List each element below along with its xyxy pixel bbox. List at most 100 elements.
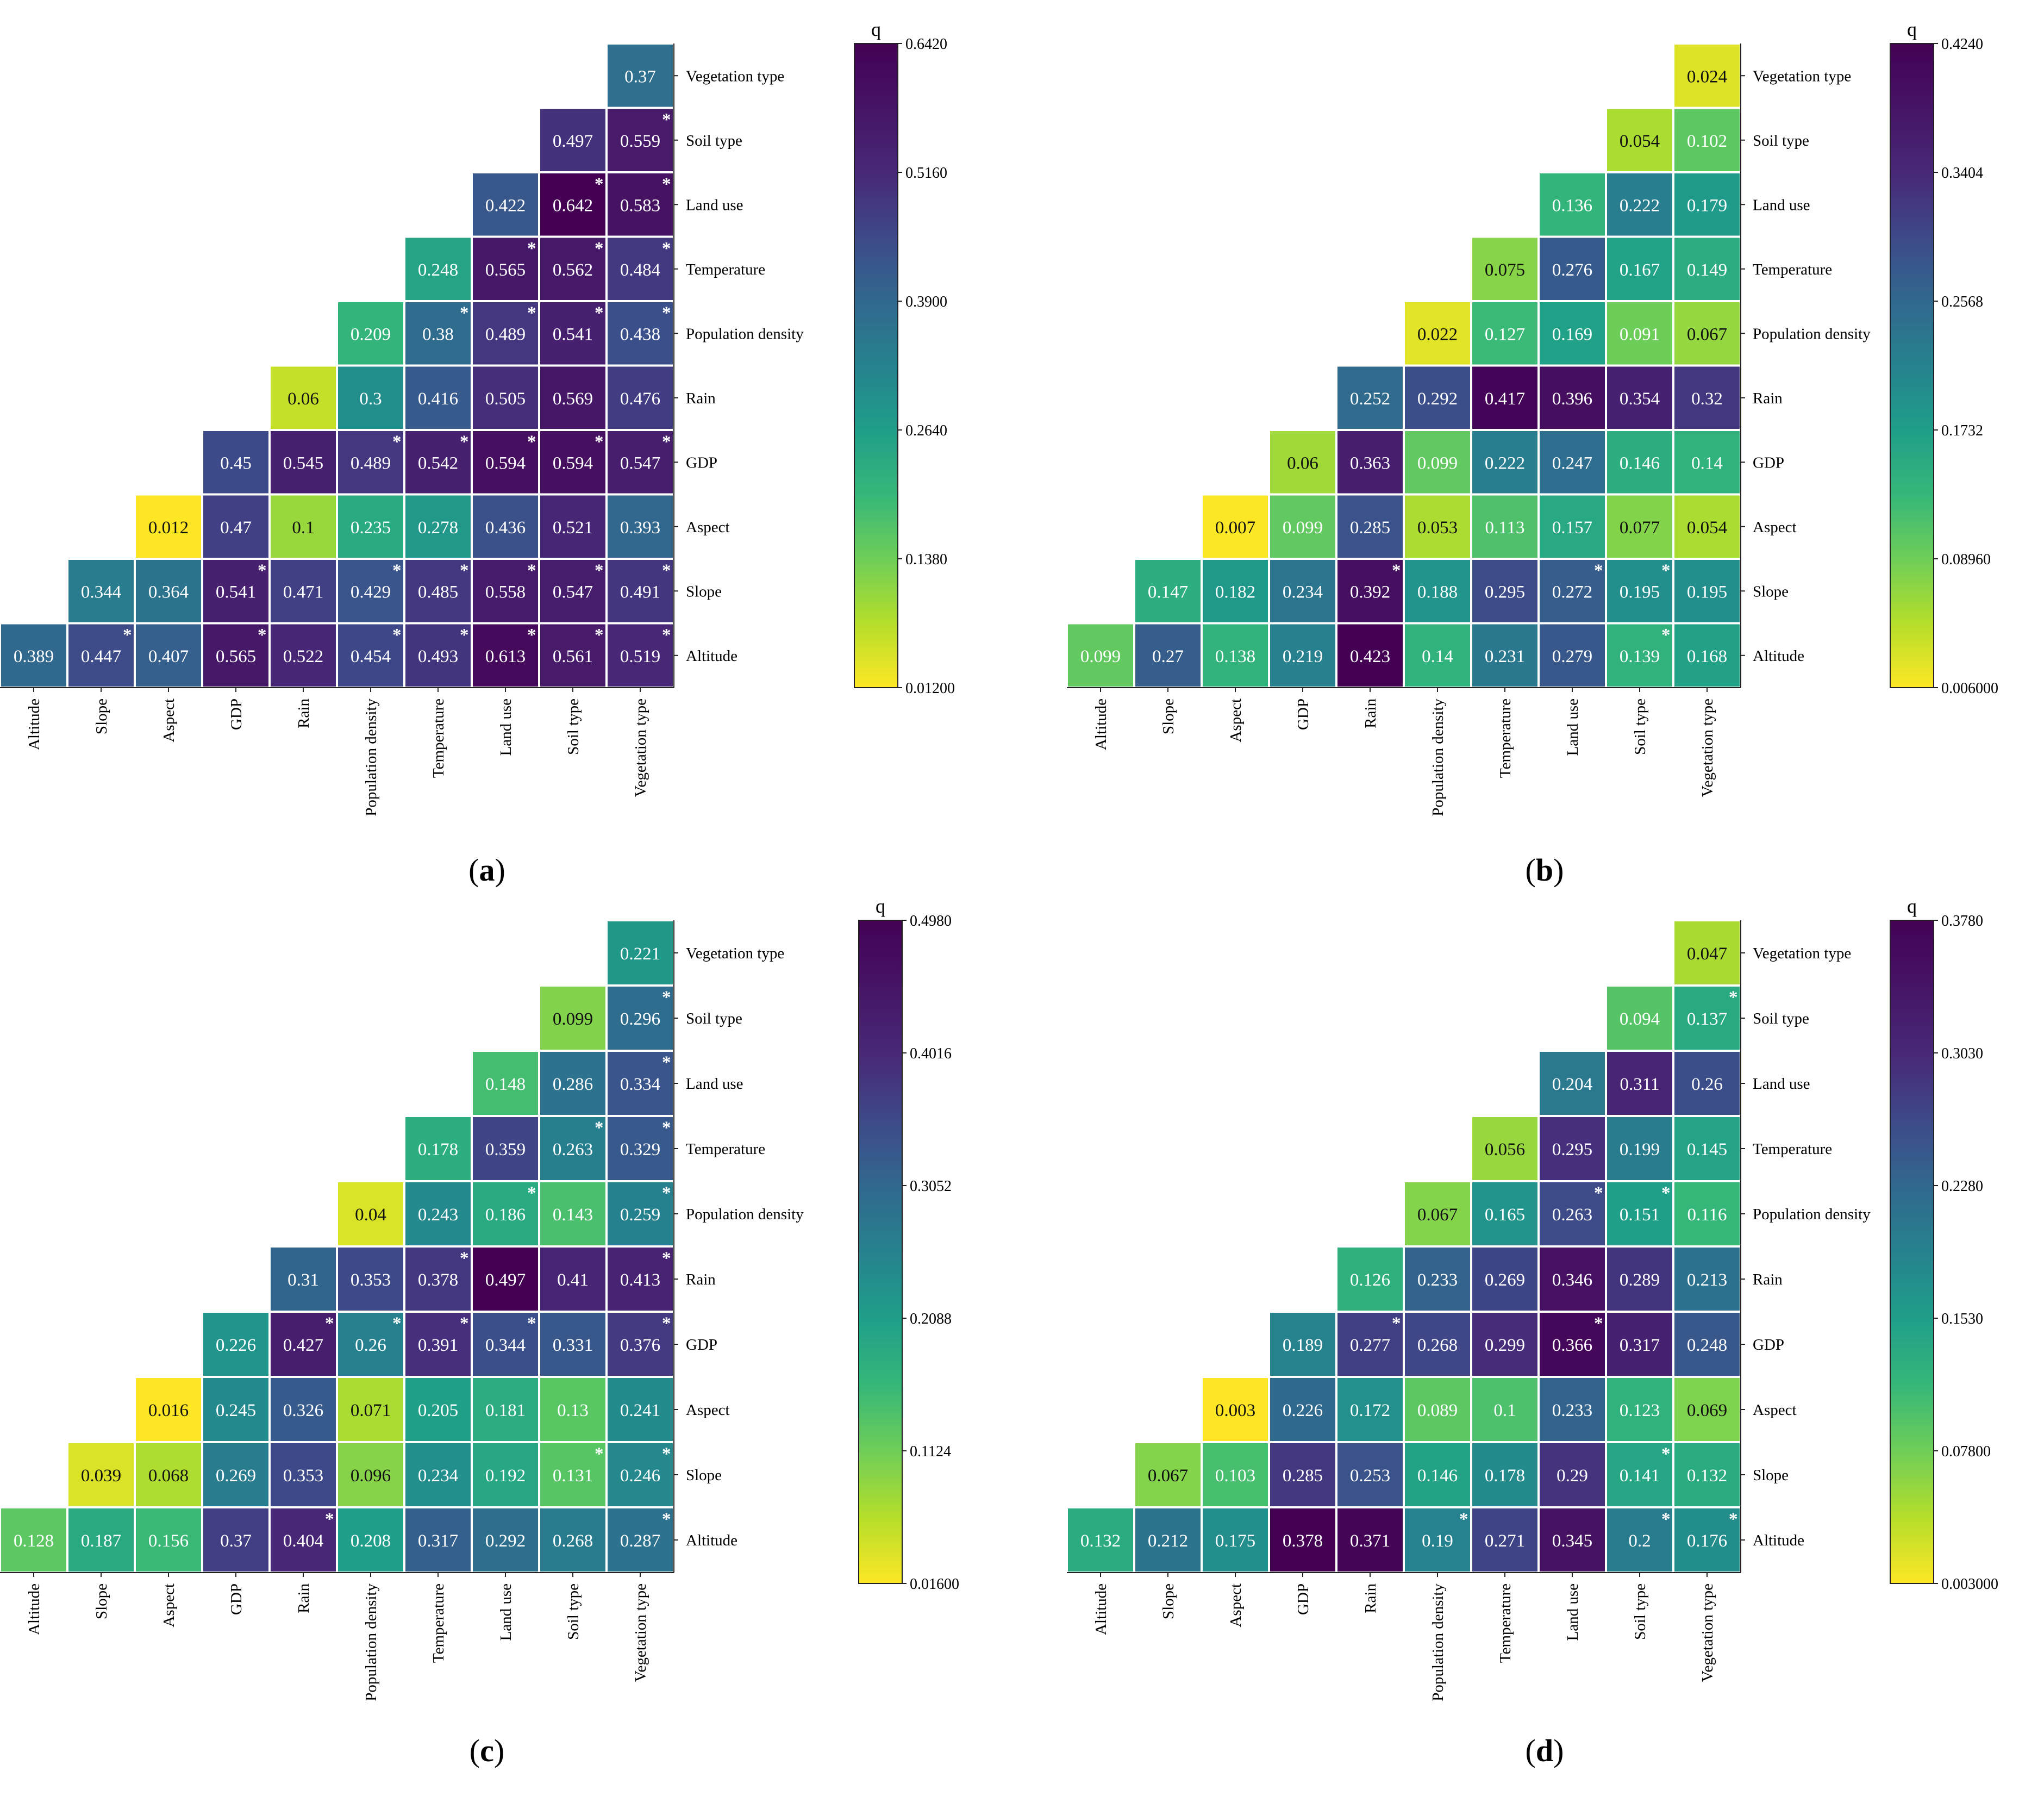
cell-value-label: 0.103: [1215, 1466, 1255, 1486]
heatmap-cell: [1405, 302, 1470, 365]
cell-value-label: 0.391: [418, 1336, 458, 1355]
heatmap-cell: [1337, 624, 1403, 687]
heatmap-cell: [1540, 1508, 1605, 1572]
cell-value-label: 0.38: [422, 325, 454, 344]
cell-value-label: 0.366: [1552, 1336, 1592, 1355]
heatmap-cell: [1270, 624, 1335, 687]
cell-value-label: 0.024: [1687, 67, 1727, 86]
x-tick-label-slope: Slope: [1160, 699, 1177, 734]
cell-value-label: 0.485: [418, 582, 458, 602]
cell-value-label: 0.47: [220, 518, 252, 538]
y-tick-label-population-density: Population density: [1753, 1206, 1871, 1223]
heatmap-cell: [271, 431, 336, 494]
cell-value-label: 0.3: [359, 389, 382, 409]
significance-star: *: [527, 561, 536, 581]
cell-value-label: 0.233: [1417, 1270, 1458, 1290]
significance-star: *: [460, 561, 469, 581]
heatmap-cell: [271, 1313, 336, 1376]
x-tick-label-vegetation-type: Vegetation type: [1699, 1583, 1716, 1682]
cell-value-label: 0.077: [1620, 518, 1660, 538]
cell-value-label: 0.569: [553, 389, 593, 409]
heatmap-cell: [540, 302, 605, 365]
cell-value-label: 0.189: [1283, 1336, 1323, 1355]
cell-value-label: 0.407: [148, 647, 189, 666]
cell-value-label: 0.363: [1350, 453, 1390, 473]
heatmap-cell: [608, 624, 673, 687]
x-tick-label-altitude: Altitude: [1092, 699, 1110, 750]
heatmap-cell: [1472, 238, 1537, 300]
x-tick-label-soil-type: Soil type: [565, 1583, 582, 1640]
cell-value-label: 0.195: [1687, 582, 1727, 602]
x-tick-label-gdp: GDP: [228, 699, 245, 730]
cell-value-label: 0.287: [620, 1531, 660, 1551]
panel-label-b: (b): [1526, 852, 1564, 888]
cell-value-label: 0.427: [283, 1336, 323, 1355]
cell-value-label: 0.182: [1215, 582, 1255, 602]
cell-value-label: 0.071: [351, 1401, 391, 1420]
cell-value-label: 0.276: [1552, 260, 1592, 280]
cell-value-label: 0.204: [1552, 1075, 1592, 1094]
cell-value-label: 0.226: [216, 1336, 256, 1355]
heatmap-cell: [1135, 1443, 1201, 1506]
cell-value-label: 0.136: [1552, 196, 1592, 215]
heatmap-cell: [473, 238, 538, 300]
heatmap-cell: [1337, 495, 1403, 558]
x-tick-label-vegetation-type: Vegetation type: [632, 699, 649, 797]
significance-star: *: [460, 1314, 469, 1333]
x-tick-label-slope: Slope: [93, 1583, 110, 1619]
heatmap-cell: [1472, 1117, 1537, 1180]
cell-value-label: 0.272: [1552, 582, 1592, 602]
heatmap-cell: [473, 366, 538, 429]
colorbar-tick-label: 0.4016: [910, 1045, 952, 1062]
heatmap-cell: [1337, 1508, 1403, 1572]
heatmap-cell: [1674, 366, 1740, 429]
y-tick-label-altitude: Altitude: [686, 647, 737, 665]
heatmap-cell: [338, 1508, 403, 1572]
heatmap-cell: [608, 560, 673, 622]
x-tick-label-temperature: Temperature: [1497, 699, 1514, 778]
heatmap-cell: [1674, 1182, 1740, 1245]
heatmap-cell: [608, 1378, 673, 1441]
x-tick-label-altitude: Altitude: [1092, 1583, 1110, 1635]
significance-star: *: [460, 1249, 469, 1268]
heatmap-cell: [473, 431, 538, 494]
colorbar-tick-label: 0.5160: [905, 165, 947, 182]
cell-value-label: 0.113: [1485, 518, 1524, 538]
significance-star: *: [392, 432, 402, 452]
cell-value-label: 0.146: [1620, 453, 1660, 473]
x-tick-label-temperature: Temperature: [430, 699, 447, 778]
heatmap-cell: [1135, 624, 1201, 687]
cell-value-label: 0.311: [1620, 1075, 1659, 1094]
cell-value-label: 0.176: [1687, 1531, 1727, 1551]
y-tick-label-rain: Rain: [1753, 390, 1783, 407]
heatmap-cell: [1674, 431, 1740, 494]
heatmap-cell: [1270, 1378, 1335, 1441]
heatmap-cell: [1472, 1248, 1537, 1311]
heatmap-cell: [338, 1443, 403, 1506]
significance-star: *: [595, 561, 604, 581]
colorbar: [858, 920, 903, 1584]
cell-value-label: 0.31: [287, 1270, 319, 1290]
heatmap-cell: [1540, 1117, 1605, 1180]
heatmap-cell: [1472, 495, 1537, 558]
cell-value-label: 0.012: [148, 518, 189, 538]
x-tick-label-land-use: Land use: [497, 699, 515, 756]
cell-value-label: 0.263: [553, 1140, 593, 1159]
significance-star: *: [662, 174, 671, 194]
significance-star: *: [662, 303, 671, 323]
significance-star: *: [460, 303, 469, 323]
heatmap-cell: [203, 1378, 268, 1441]
significance-star: *: [460, 626, 469, 645]
heatmap-cell: [608, 366, 673, 429]
heatmap-cell: [1405, 624, 1470, 687]
significance-star: *: [595, 303, 604, 323]
colorbar-tick-label: 0.006000: [1941, 680, 1998, 697]
cell-value-label: 0.519: [620, 647, 660, 666]
heatmap-cell: [1203, 624, 1268, 687]
cell-value-label: 0.345: [1552, 1531, 1592, 1551]
cell-value-label: 0.289: [1620, 1270, 1660, 1290]
colorbar-tick-label: 0.4240: [1941, 36, 1983, 53]
x-tick-label-land-use: Land use: [497, 1583, 515, 1641]
significance-star: *: [662, 626, 671, 645]
cell-value-label: 0.547: [553, 582, 593, 602]
